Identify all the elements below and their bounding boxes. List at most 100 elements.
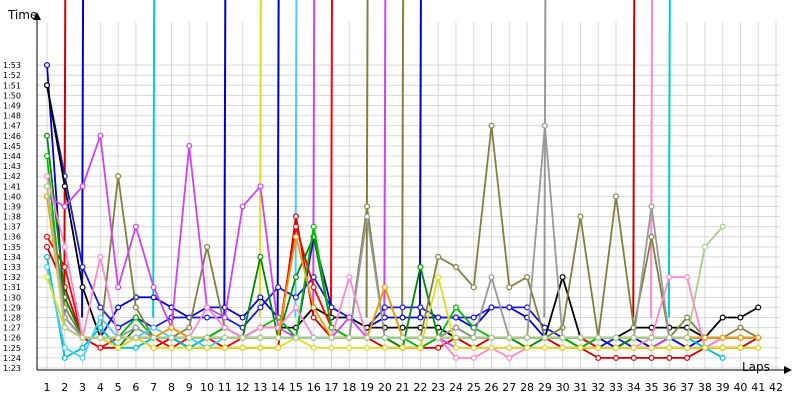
data-point xyxy=(275,284,282,291)
data-point xyxy=(168,324,175,331)
data-point xyxy=(755,344,762,351)
x-tick-label: 36 xyxy=(662,381,676,394)
data-point xyxy=(79,183,86,190)
x-tick-label: 12 xyxy=(236,381,250,394)
data-point xyxy=(630,344,637,351)
y-tick-label: 1:26 xyxy=(3,334,21,343)
data-point xyxy=(310,334,317,341)
data-point xyxy=(470,334,477,341)
data-point xyxy=(684,314,691,321)
data-point xyxy=(435,314,442,321)
data-point xyxy=(328,304,335,311)
y-tick-label: 1:29 xyxy=(3,303,21,312)
data-point xyxy=(470,284,477,291)
spike-line xyxy=(276,0,280,318)
data-point xyxy=(488,344,495,351)
data-point xyxy=(221,334,228,341)
x-tick-label: 15 xyxy=(289,381,303,394)
data-point xyxy=(435,253,442,260)
x-axis-arrow xyxy=(784,366,792,374)
data-point xyxy=(61,264,68,271)
data-point xyxy=(115,334,122,341)
data-point xyxy=(488,122,495,129)
x-tick-label: 27 xyxy=(502,381,516,394)
data-point xyxy=(701,334,708,341)
y-tick-label: 1:35 xyxy=(3,243,21,252)
data-point xyxy=(666,344,673,351)
x-tick-label: 17 xyxy=(324,381,338,394)
x-tick-label: 18 xyxy=(342,381,356,394)
data-point xyxy=(612,344,619,351)
data-point xyxy=(168,344,175,351)
data-point xyxy=(275,334,282,341)
x-tick-label: 23 xyxy=(431,381,445,394)
data-point xyxy=(612,354,619,361)
data-point xyxy=(506,334,513,341)
data-point xyxy=(559,344,566,351)
x-tick-label: 21 xyxy=(396,381,410,394)
data-point xyxy=(61,344,68,351)
spike-line xyxy=(294,0,298,318)
x-tick-label: 22 xyxy=(413,381,427,394)
y-tick-label: 1:23 xyxy=(3,364,21,373)
y-tick-label: 1:53 xyxy=(3,61,21,70)
data-point xyxy=(292,233,299,240)
data-point xyxy=(61,203,68,210)
data-point xyxy=(221,314,228,321)
series-layer xyxy=(43,0,762,361)
data-point xyxy=(595,334,602,341)
x-tick-label: 40 xyxy=(733,381,747,394)
data-point xyxy=(257,324,264,331)
data-point xyxy=(648,354,655,361)
spike-line xyxy=(650,0,654,318)
x-tick-label: 20 xyxy=(378,381,392,394)
x-tick-label: 6 xyxy=(132,381,139,394)
data-point xyxy=(506,354,513,361)
data-point xyxy=(452,334,459,341)
data-point xyxy=(559,334,566,341)
data-point xyxy=(292,334,299,341)
data-point xyxy=(132,223,139,230)
data-point xyxy=(132,324,139,331)
x-tick-label: 5 xyxy=(115,381,122,394)
data-point xyxy=(97,324,104,331)
spike-line xyxy=(383,0,387,318)
x-tick-label: 25 xyxy=(467,381,481,394)
data-point xyxy=(417,334,424,341)
data-point xyxy=(737,324,744,331)
data-point xyxy=(630,354,637,361)
data-point xyxy=(381,334,388,341)
data-point xyxy=(684,344,691,351)
y-tick-label: 1:32 xyxy=(3,273,21,282)
x-tick-label: 24 xyxy=(449,381,463,394)
data-point xyxy=(399,314,406,321)
data-point xyxy=(541,344,548,351)
data-point xyxy=(399,324,406,331)
data-point xyxy=(719,314,726,321)
data-point xyxy=(97,132,104,139)
data-point xyxy=(684,354,691,361)
x-tick-label: 1 xyxy=(44,381,51,394)
spike-line xyxy=(543,0,547,318)
y-tick-label: 1:31 xyxy=(3,283,21,292)
x-tick-label: 33 xyxy=(609,381,623,394)
y-tick-label: 1:36 xyxy=(3,233,21,242)
data-point xyxy=(364,213,371,220)
data-point xyxy=(737,344,744,351)
data-point xyxy=(97,253,104,260)
data-point xyxy=(43,274,50,281)
data-point xyxy=(488,334,495,341)
y-tick-label: 1:34 xyxy=(3,253,21,262)
data-point xyxy=(524,274,531,281)
data-point xyxy=(524,334,531,341)
data-point xyxy=(239,314,246,321)
data-point xyxy=(292,213,299,220)
x-tick-label: 3 xyxy=(79,381,86,394)
data-point xyxy=(719,354,726,361)
y-tick-label: 1:25 xyxy=(3,344,21,353)
data-point xyxy=(150,284,157,291)
data-point xyxy=(115,344,122,351)
data-point xyxy=(97,334,104,341)
